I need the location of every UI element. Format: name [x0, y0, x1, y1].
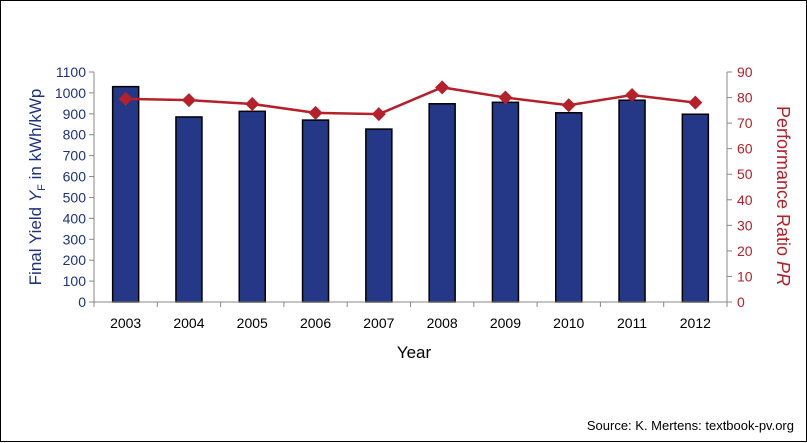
bar [555, 112, 583, 303]
y-right-axis-label-main: Performance Ratio [773, 106, 793, 261]
performance-ratio-marker [245, 96, 260, 111]
performance-ratio-marker [498, 90, 513, 105]
y-right-tick-label: 70 [737, 115, 753, 131]
x-tick-label: 2008 [427, 315, 458, 331]
y-left-axis-label-tail: in kWh/kWp [26, 89, 45, 184]
y-right-axis-ticks: 0 10 20 30 40 50 60 70 80 90 [727, 64, 753, 310]
y-left-tick-label: 300 [63, 231, 87, 247]
y-right-tick-label: 30 [737, 217, 753, 233]
x-tick-label: 2005 [237, 315, 268, 331]
x-tick-label: 2011 [617, 315, 647, 331]
y-left-tick-label: 200 [63, 252, 87, 268]
bar [491, 101, 520, 303]
y-left-axis-ticks: 0 100 200 300 400 500 600 700 800 900 1000 1100 [55, 64, 94, 310]
bar [681, 113, 710, 303]
x-tick-label: 2003 [110, 315, 141, 331]
source-credit: Source: K. Mertens: textbook-pv.org [586, 418, 794, 433]
y-right-tick-label: 0 [737, 294, 745, 310]
performance-ratio-marker [118, 91, 133, 106]
y-right-tick-label: 90 [737, 64, 753, 80]
y-right-tick-label: 40 [737, 192, 753, 208]
x-tick-label: 2012 [680, 315, 711, 331]
x-tick-label: 2010 [553, 315, 584, 331]
y-right-axis-label: Performance Ratio PR [773, 106, 793, 286]
performance-ratio-marker [561, 98, 576, 113]
y-left-tick-label: 600 [63, 169, 87, 185]
bar-series [111, 85, 710, 303]
y-right-tick-label: 80 [737, 90, 753, 106]
y-left-tick-label: 1000 [55, 85, 86, 101]
performance-ratio-marker [308, 105, 323, 120]
performance-ratio-line [125, 86, 696, 116]
y-right-axis-label-var: PR [773, 261, 793, 286]
bar [238, 110, 266, 303]
y-right-tick-label: 10 [737, 268, 753, 284]
y-right-tick-label: 50 [737, 166, 753, 182]
y-left-axis-label-var: Y [26, 189, 45, 202]
y-left-tick-label: 800 [63, 127, 87, 143]
performance-ratio-marker [371, 107, 386, 122]
line-series [118, 80, 703, 122]
x-tick-label: 2009 [490, 315, 521, 331]
y-left-axis-label-sub: F [36, 184, 48, 191]
y-left-tick-label: 100 [63, 273, 87, 289]
x-tick-label: 2007 [363, 315, 394, 331]
x-axis-label: Year [397, 343, 432, 362]
bar [301, 119, 330, 303]
bar [618, 99, 646, 303]
x-tick-label: 2004 [173, 315, 204, 331]
y-left-tick-label: 700 [63, 148, 87, 164]
x-tick-label: 2006 [300, 315, 331, 331]
y-left-axis-label-main: Final Yield [26, 202, 45, 285]
y-left-tick-label: 0 [78, 294, 86, 310]
bar [365, 128, 393, 303]
bar [175, 116, 203, 303]
performance-ratio-marker [435, 80, 450, 95]
x-axis-ticks: 2003 2004 2005 2006 2007 2008 2009 2010 2011 2012 [93, 302, 728, 331]
performance-ratio-marker [688, 95, 703, 110]
bar [428, 103, 456, 303]
y-left-tick-label: 500 [63, 189, 87, 205]
performance-ratio-marker [181, 93, 196, 108]
performance-ratio-marker [625, 88, 640, 102]
bar [111, 85, 140, 303]
y-right-tick-label: 20 [737, 243, 753, 259]
y-right-tick-label: 60 [737, 141, 753, 157]
y-left-tick-label: 400 [63, 210, 87, 226]
y-left-tick-label: 900 [63, 106, 87, 122]
y-left-tick-label: 1100 [56, 64, 86, 80]
y-left-axis-label: Final Yield YF in kWh/kWp [26, 89, 48, 286]
